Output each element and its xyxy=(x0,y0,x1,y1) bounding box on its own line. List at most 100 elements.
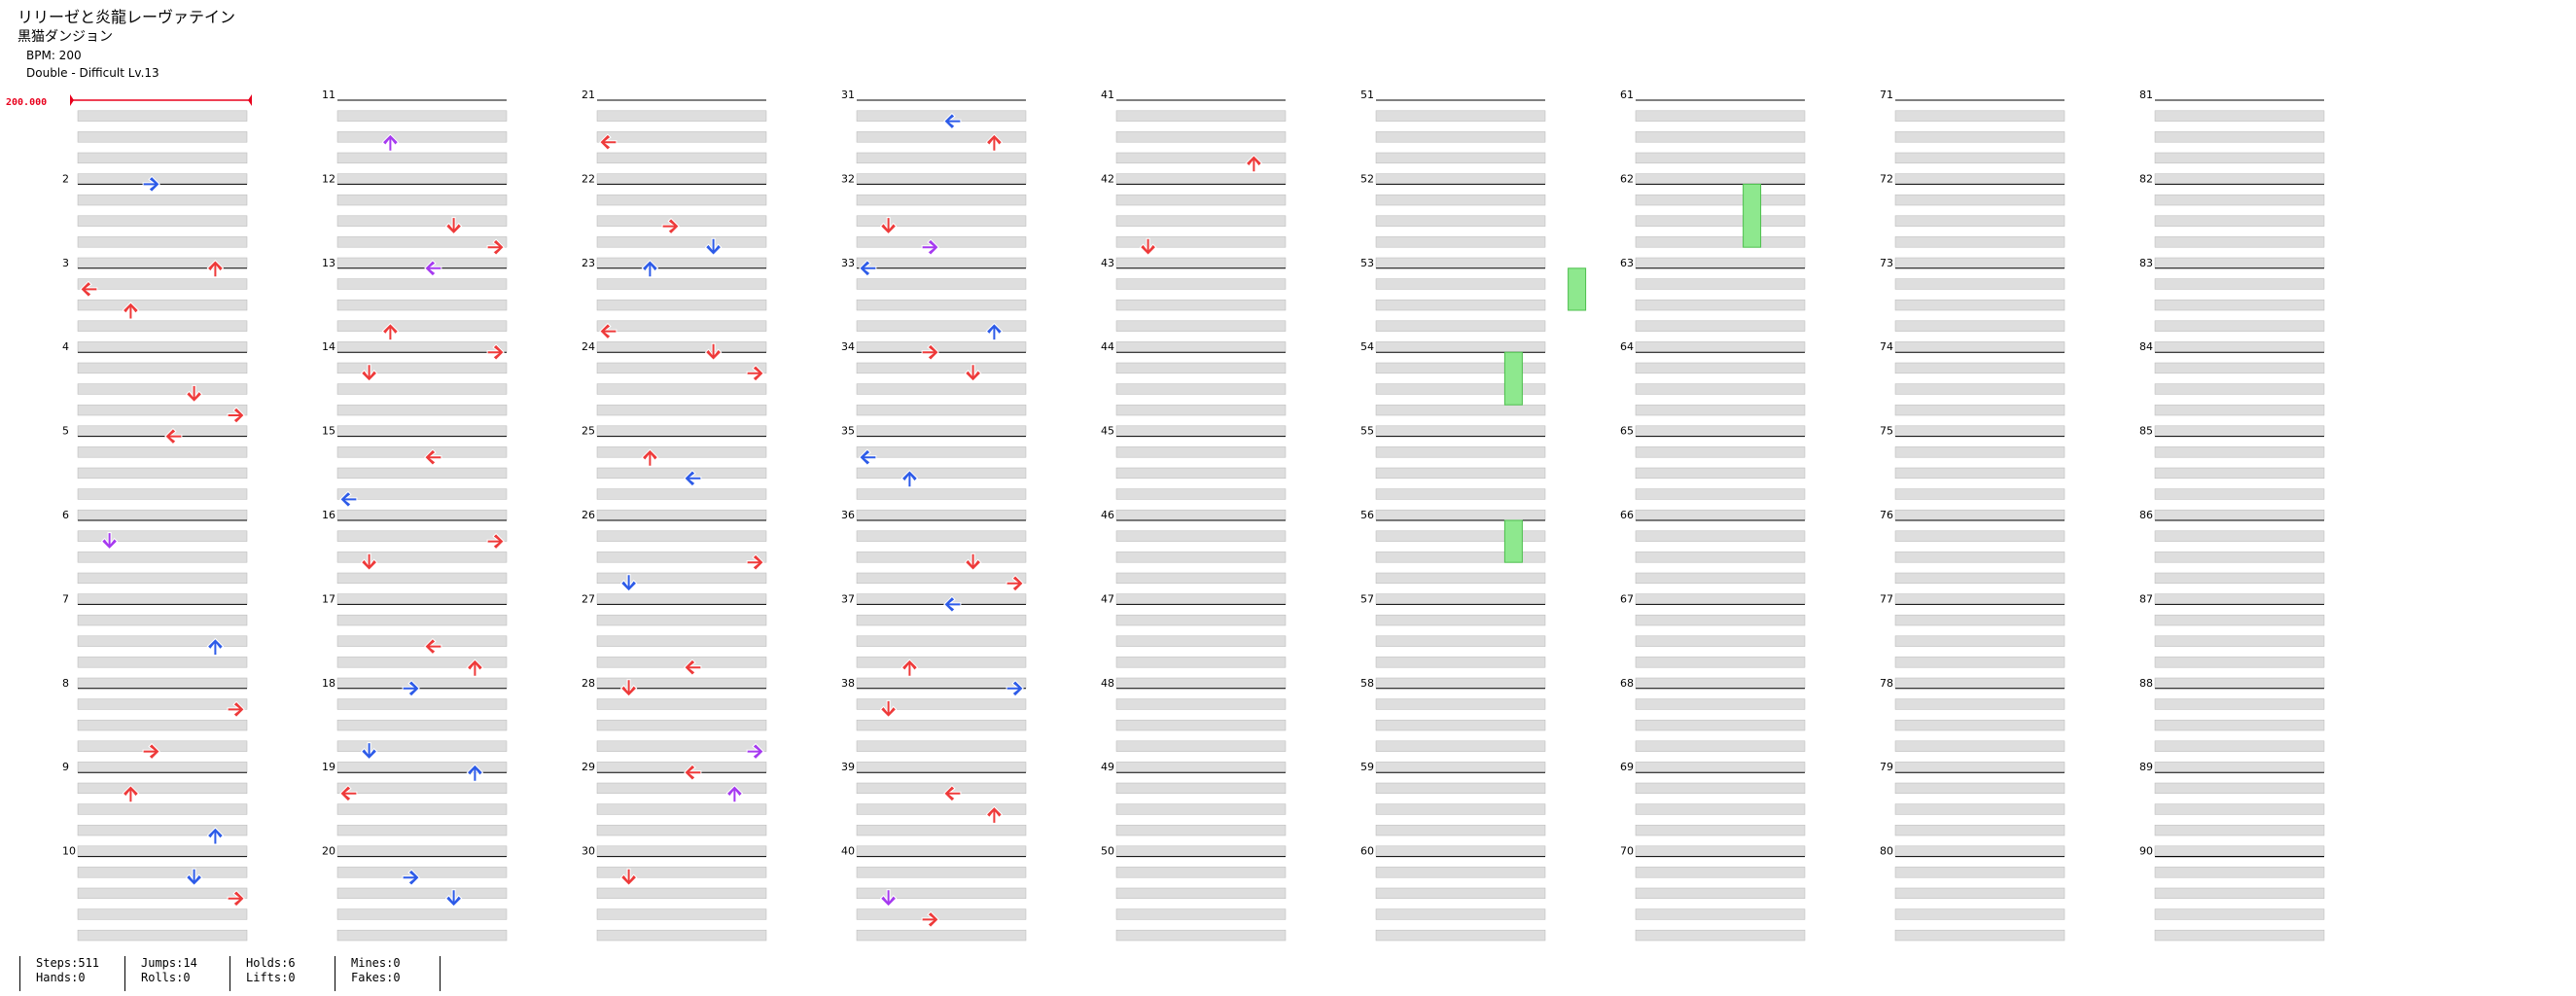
down-arrow-note-icon xyxy=(964,552,982,571)
row-band xyxy=(1894,341,2065,353)
row-band xyxy=(596,320,767,332)
row-band xyxy=(77,236,248,248)
row-band xyxy=(1894,845,2065,857)
measure-number: 7 xyxy=(62,592,69,605)
left-arrow-note-icon xyxy=(599,322,618,340)
row-band xyxy=(856,320,1027,332)
row-band xyxy=(1375,929,1546,942)
right-arrow-note-icon xyxy=(1006,575,1024,592)
measure-number: 83 xyxy=(2139,257,2153,269)
row-band xyxy=(1635,257,1806,269)
up-arrow-note-icon xyxy=(900,470,919,488)
row-band xyxy=(1635,509,1806,521)
row-band xyxy=(77,509,248,521)
measure-lines xyxy=(78,99,2324,858)
row-band xyxy=(1635,446,1806,458)
row-band xyxy=(336,635,508,647)
measure-number: 46 xyxy=(1101,509,1114,521)
measure-number: 78 xyxy=(1880,677,1893,690)
row-band xyxy=(596,509,767,521)
row-band xyxy=(1115,657,1287,668)
left-arrow-note-icon xyxy=(859,260,877,277)
row-band xyxy=(1894,572,2065,585)
left-arrow-note-icon xyxy=(339,490,358,509)
row-band xyxy=(77,383,248,395)
row-band xyxy=(596,593,767,605)
measure-number: 90 xyxy=(2139,845,2153,858)
measure-number: 59 xyxy=(1360,761,1374,773)
row-band xyxy=(856,341,1027,353)
row-band xyxy=(1894,740,2065,752)
row-band xyxy=(1635,908,1806,920)
row-band xyxy=(856,362,1027,374)
row-band xyxy=(1115,845,1287,857)
row-band xyxy=(2154,215,2325,227)
row-band xyxy=(1115,194,1287,206)
up-arrow-note-icon xyxy=(641,448,659,467)
row-band xyxy=(2154,867,2325,878)
row-band xyxy=(77,698,248,710)
right-arrow-note-icon xyxy=(661,217,680,235)
row-band xyxy=(2154,824,2325,836)
row-band xyxy=(336,299,508,311)
right-arrow-note-icon xyxy=(486,343,505,361)
row-band xyxy=(1375,614,1546,626)
left-arrow-note-icon xyxy=(684,658,702,676)
right-arrow-note-icon xyxy=(227,407,245,424)
row-band xyxy=(336,614,508,626)
row-band xyxy=(596,803,767,815)
row-band xyxy=(1115,362,1287,374)
row-band xyxy=(2154,657,2325,668)
row-band xyxy=(856,152,1027,164)
row-band xyxy=(1894,173,2065,185)
up-arrow-note-icon xyxy=(466,658,484,677)
row-band xyxy=(1115,929,1287,942)
row-band xyxy=(2154,509,2325,521)
row-band xyxy=(856,908,1027,920)
row-band xyxy=(596,383,767,395)
row-band xyxy=(2154,131,2325,143)
row-band xyxy=(1635,404,1806,416)
row-band xyxy=(336,782,508,795)
row-band xyxy=(856,173,1027,185)
row-band xyxy=(336,740,508,752)
row-band xyxy=(856,803,1027,815)
right-arrow-note-icon xyxy=(1006,680,1024,697)
stat-jumps: Jumps:14 xyxy=(141,956,197,970)
measure-number: 30 xyxy=(582,845,595,858)
row-band xyxy=(336,551,508,563)
row-band xyxy=(1375,152,1546,164)
row-band xyxy=(1115,341,1287,353)
row-band xyxy=(77,530,248,542)
measure-number: 75 xyxy=(1880,425,1893,438)
measure-number: 16 xyxy=(322,509,335,521)
row-band xyxy=(77,110,248,122)
row-band xyxy=(596,824,767,836)
up-arrow-note-icon xyxy=(1245,155,1263,173)
row-band xyxy=(2154,782,2325,795)
row-band xyxy=(1894,530,2065,542)
stats-steps-hands: Steps:511 Hands:0 xyxy=(19,956,99,991)
row-band xyxy=(336,530,508,542)
measure-number: 22 xyxy=(582,172,595,185)
measure-number: 51 xyxy=(1360,89,1374,101)
row-band xyxy=(2154,677,2325,690)
measure-number: 37 xyxy=(841,592,855,605)
row-band xyxy=(2154,635,2325,647)
measure-number: 87 xyxy=(2139,592,2153,605)
row-band xyxy=(2154,404,2325,416)
row-band xyxy=(77,299,248,311)
stats-holds-lifts: Holds:6 Lifts:0 xyxy=(229,956,296,991)
measure-number: 36 xyxy=(841,509,855,521)
row-band xyxy=(77,425,248,437)
measure-number: 62 xyxy=(1620,172,1634,185)
row-band xyxy=(856,887,1027,900)
row-band xyxy=(1635,782,1806,795)
right-arrow-note-icon xyxy=(486,238,505,256)
left-arrow-note-icon xyxy=(859,448,877,466)
measure-number: 74 xyxy=(1880,340,1893,353)
row-band xyxy=(596,657,767,668)
bpm-line-start-cap xyxy=(70,94,74,106)
measure-number: 82 xyxy=(2139,172,2153,185)
row-band xyxy=(1635,278,1806,290)
